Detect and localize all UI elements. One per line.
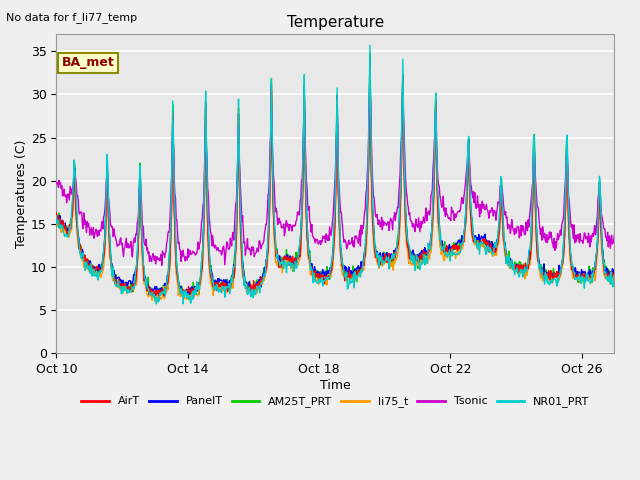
Text: BA_met: BA_met xyxy=(62,56,115,69)
Legend: AirT, PanelT, AM25T_PRT, li75_t, Tsonic, NR01_PRT: AirT, PanelT, AM25T_PRT, li75_t, Tsonic,… xyxy=(77,392,594,412)
Title: Temperature: Temperature xyxy=(287,15,384,30)
Text: No data for f_li77_temp: No data for f_li77_temp xyxy=(6,12,138,23)
Y-axis label: Temperatures (C): Temperatures (C) xyxy=(15,140,28,248)
X-axis label: Time: Time xyxy=(320,379,351,392)
